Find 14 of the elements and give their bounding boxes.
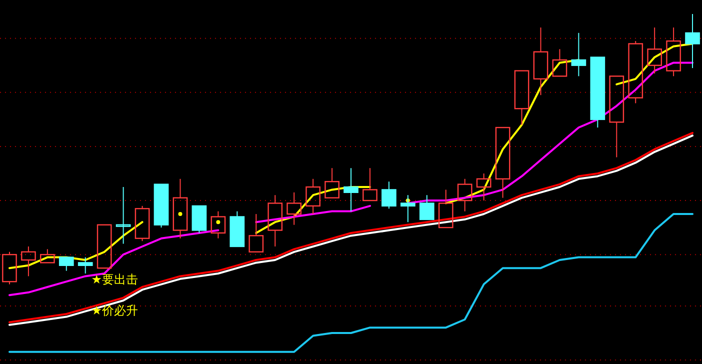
candlestick	[306, 178, 320, 215]
candlestick	[21, 246, 36, 277]
candlestick	[533, 27, 548, 96]
annotation: ★要出击	[91, 272, 138, 286]
candlestick	[476, 172, 492, 202]
candlestick	[571, 32, 586, 77]
candlestick	[286, 192, 302, 226]
candlestick	[685, 14, 700, 69]
candlestick	[344, 168, 358, 212]
candlestick	[116, 186, 131, 244]
candlestick	[647, 27, 662, 74]
candlestick	[172, 178, 188, 239]
candlestick	[400, 194, 416, 223]
candlestick	[268, 194, 283, 247]
